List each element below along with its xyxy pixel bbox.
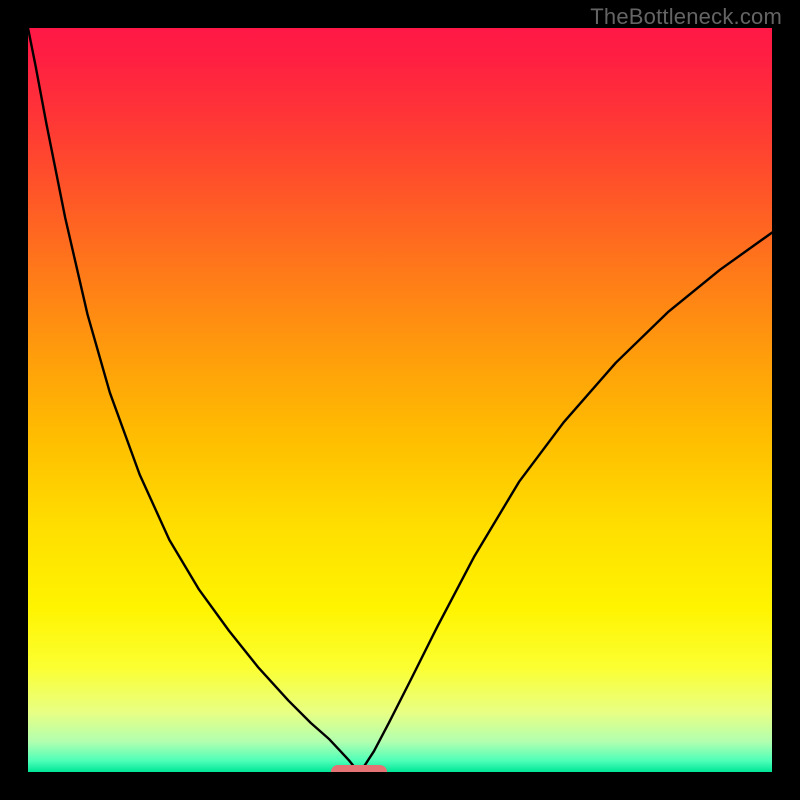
right-curve — [359, 233, 772, 772]
chart-container: TheBottleneck.com — [0, 0, 800, 800]
watermark-text: TheBottleneck.com — [590, 4, 782, 30]
minimum-marker — [331, 765, 387, 772]
plot-area — [28, 28, 772, 772]
left-curve — [28, 28, 359, 772]
curve-layer — [28, 28, 772, 772]
